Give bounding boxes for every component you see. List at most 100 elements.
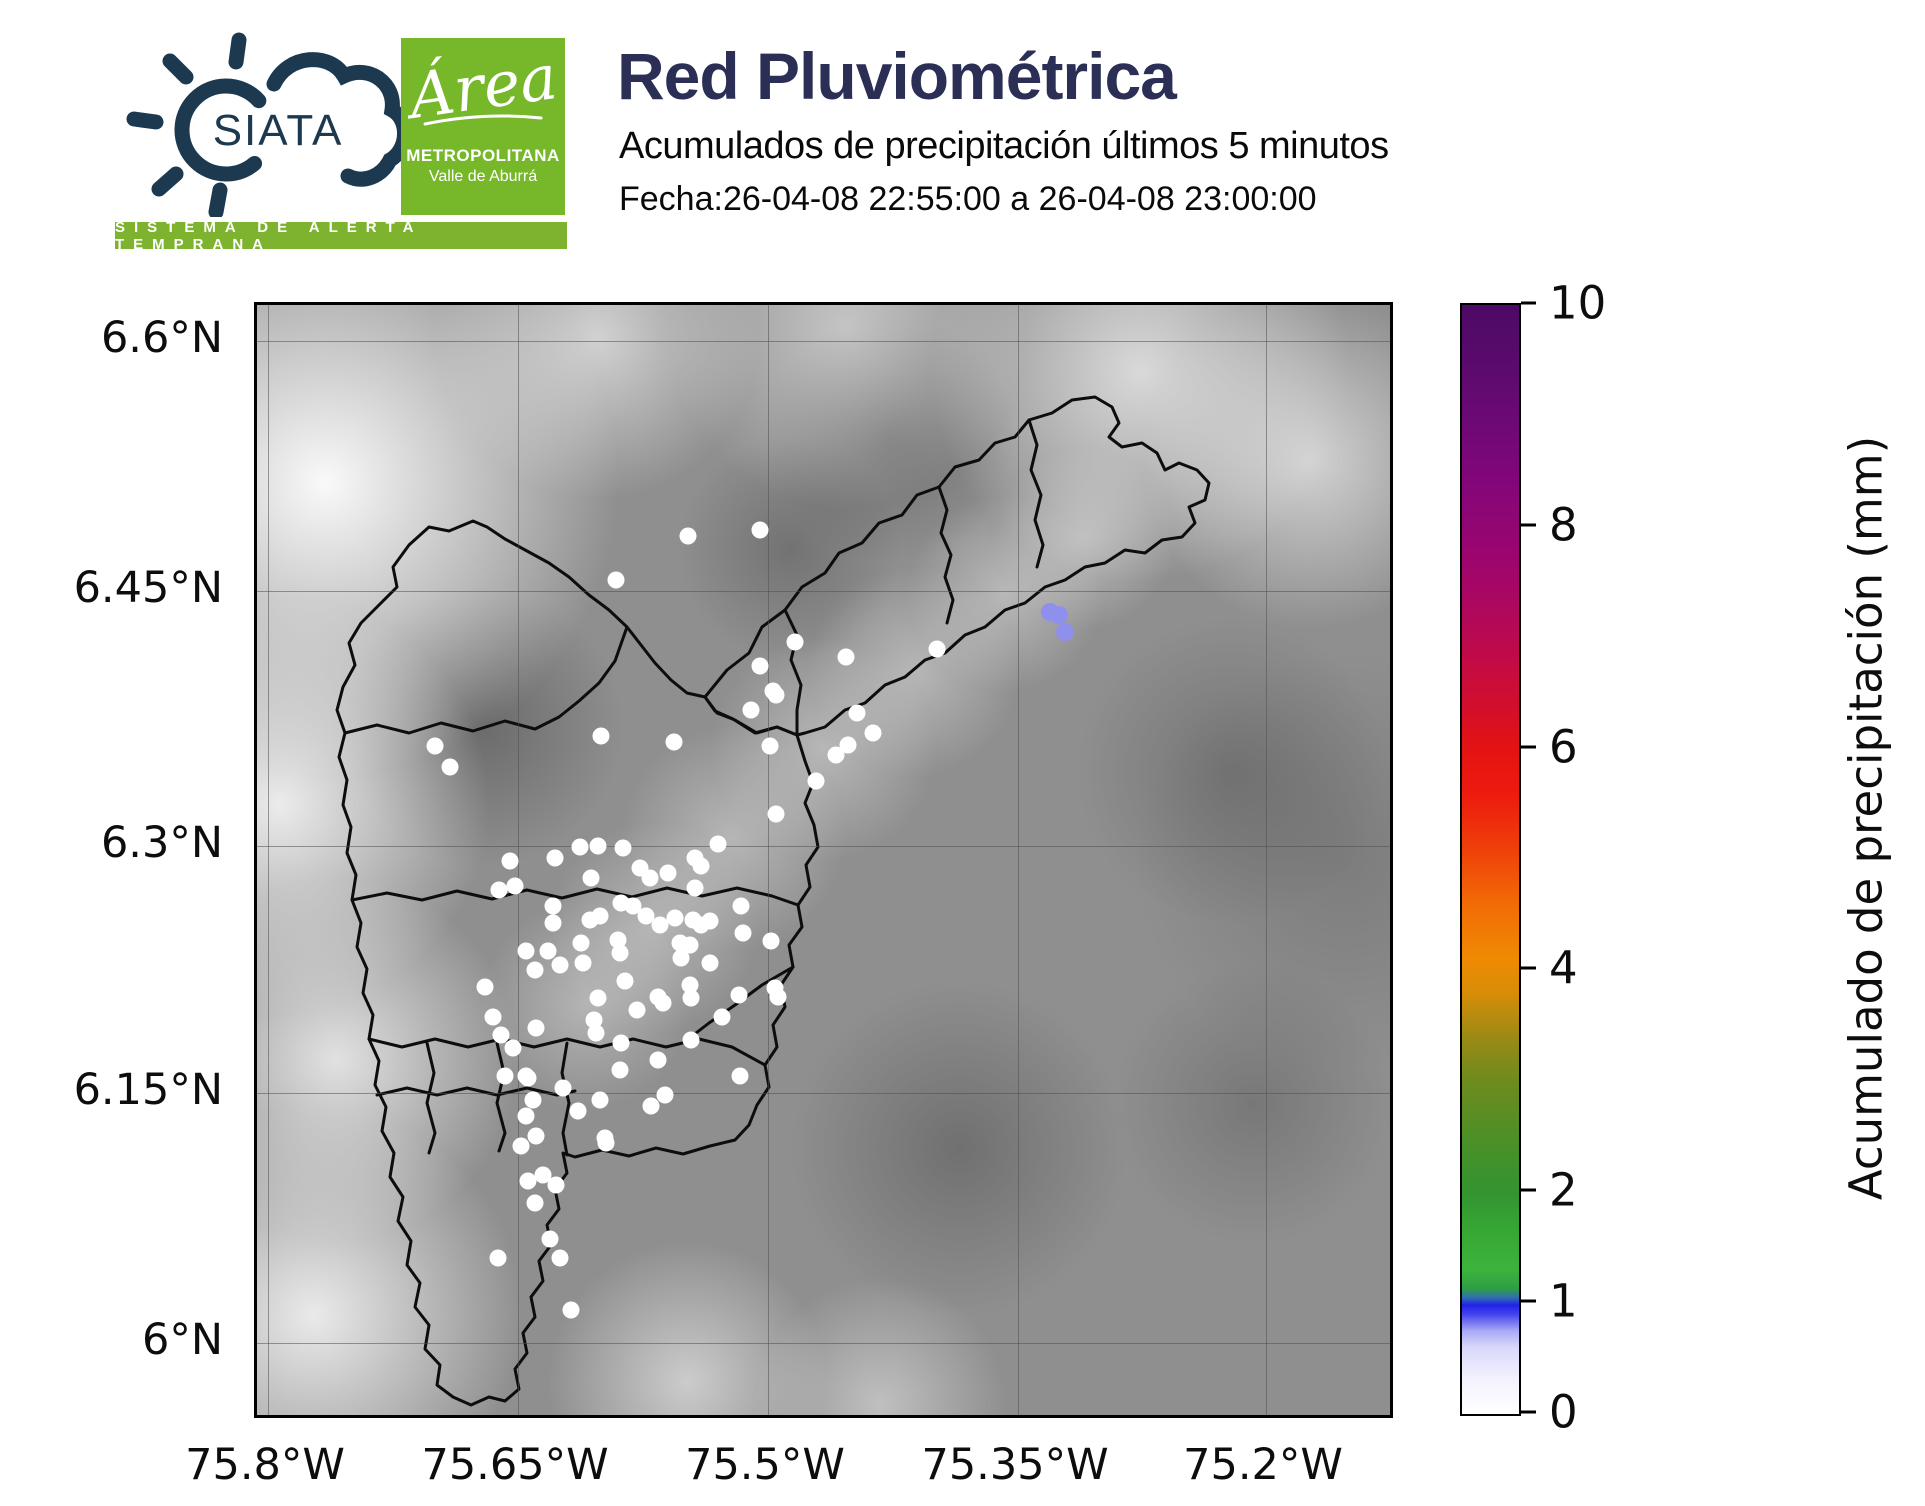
page-title: Red Pluviométrica: [617, 39, 1177, 113]
gridline-x: [518, 305, 520, 1415]
station-dot: [767, 805, 785, 823]
station-dot: [574, 954, 592, 972]
station-dot: [642, 1097, 660, 1115]
station-dot: [504, 1039, 522, 1057]
station-dot: [734, 924, 752, 942]
station-dot: [637, 907, 655, 924]
gridline-y: [257, 1342, 1390, 1344]
amva-logo-line2: METROPOLITANA: [406, 146, 560, 165]
colorbar-tick: [1521, 523, 1536, 527]
amva-logo-script: Área: [404, 40, 562, 133]
station-dot: [490, 881, 508, 899]
station-dot: [839, 736, 857, 754]
station-dot: [592, 727, 610, 745]
gridline-y: [257, 846, 1390, 847]
colorbar: [1460, 303, 1521, 1416]
amva-logo: Área METROPOLITANA Valle de Aburrá: [401, 38, 565, 215]
colorbar-tick-label: 8: [1549, 498, 1578, 552]
station-dot: [562, 1301, 580, 1319]
x-tick-label: 75.65°W: [421, 1440, 609, 1490]
station-dot: [496, 1067, 514, 1085]
colorbar-tick-label: 4: [1549, 941, 1578, 995]
colorbar-tick: [1521, 745, 1536, 749]
station-dot: [666, 909, 684, 927]
municipality-boundaries: [335, 395, 1211, 1407]
station-dot: [426, 737, 444, 755]
station-dot: [484, 1008, 502, 1025]
gridline-y: [257, 1092, 1390, 1094]
station-dot: [672, 949, 690, 967]
station-dot: [569, 1102, 587, 1120]
station-dot: [526, 1194, 544, 1212]
station-dot: [585, 1011, 602, 1029]
station-dot: [616, 972, 634, 990]
station-dot: [589, 837, 607, 855]
station-dot: [527, 1019, 545, 1037]
station-dot: [864, 724, 882, 742]
station-dot: [686, 879, 704, 897]
map-plot: [254, 302, 1393, 1418]
siata-banner: SISTEMA DE ALERTA TEMPRANA: [115, 219, 567, 253]
station-dot: [512, 1137, 530, 1155]
station-dot: [501, 852, 519, 870]
station-dot: [651, 916, 669, 934]
station-dot: [607, 571, 625, 589]
station-dot: [541, 1230, 559, 1247]
date-range: Fecha:26-04-08 22:55:00 a 26-04-08 23:00…: [619, 180, 1317, 218]
page-subtitle: Acumulados de precipitación últimos 5 mi…: [619, 125, 1389, 167]
station-dot: [597, 1134, 615, 1152]
station-dot: [551, 1249, 568, 1267]
siata-logo: SIATA: [126, 32, 408, 217]
station-dot: [682, 1031, 700, 1049]
station-dot: [611, 1061, 629, 1079]
x-tick-label: 75.8°W: [185, 1440, 345, 1490]
station-dot: [837, 648, 855, 666]
colorbar-tick-label: 10: [1549, 276, 1607, 330]
station-dot: [506, 877, 524, 895]
station-dot: [827, 746, 845, 764]
station-dot: [534, 1166, 552, 1184]
station-dot: [519, 1172, 537, 1190]
station-dot: [624, 897, 642, 914]
colorbar-tick-label: 6: [1549, 720, 1578, 774]
colorbar-tick: [1521, 1299, 1536, 1303]
station-dot: [524, 1091, 542, 1109]
station-dot: [751, 521, 769, 539]
station-dot-rain: [1050, 605, 1069, 624]
station-dot: [544, 897, 562, 914]
station-dot: [769, 988, 787, 1006]
station-dot: [692, 857, 710, 875]
colorbar-tick-label: 2: [1549, 1163, 1578, 1217]
station-dot: [656, 1086, 674, 1104]
station-dot: [587, 1024, 605, 1042]
station-dot: [928, 640, 946, 658]
station-dot: [761, 737, 779, 755]
station-dot: [539, 942, 557, 960]
station-dot: [544, 914, 562, 932]
station-dot: [489, 1249, 507, 1267]
station-dot: [732, 897, 750, 914]
station-dot: [519, 1069, 537, 1087]
station-dot: [641, 869, 659, 887]
y-tick-label: 6.15°N: [73, 1064, 223, 1115]
station-dot: [572, 934, 590, 952]
station-dot: [614, 839, 632, 857]
gridline-y: [257, 591, 1390, 593]
x-tick-label: 75.2°W: [1183, 1440, 1343, 1490]
gridline-x: [267, 305, 269, 1415]
x-tick-label: 75.35°W: [921, 1440, 1109, 1490]
colorbar-axis-label: Acumulado de precipitación (mm): [1839, 435, 1893, 1201]
sun-icon: [174, 78, 278, 182]
cloud-icon: [266, 52, 408, 187]
gridline-x: [767, 305, 769, 1415]
station-dot: [659, 864, 677, 882]
station-dot: [762, 932, 780, 950]
station-dot: [476, 978, 494, 996]
amva-logo-line3: Valle de Aburrá: [428, 168, 538, 185]
station-dot: [654, 994, 672, 1012]
station-dot: [628, 1001, 646, 1019]
station-dot: [551, 956, 568, 974]
station-dot: [751, 657, 769, 675]
station-dot: [547, 1176, 565, 1194]
